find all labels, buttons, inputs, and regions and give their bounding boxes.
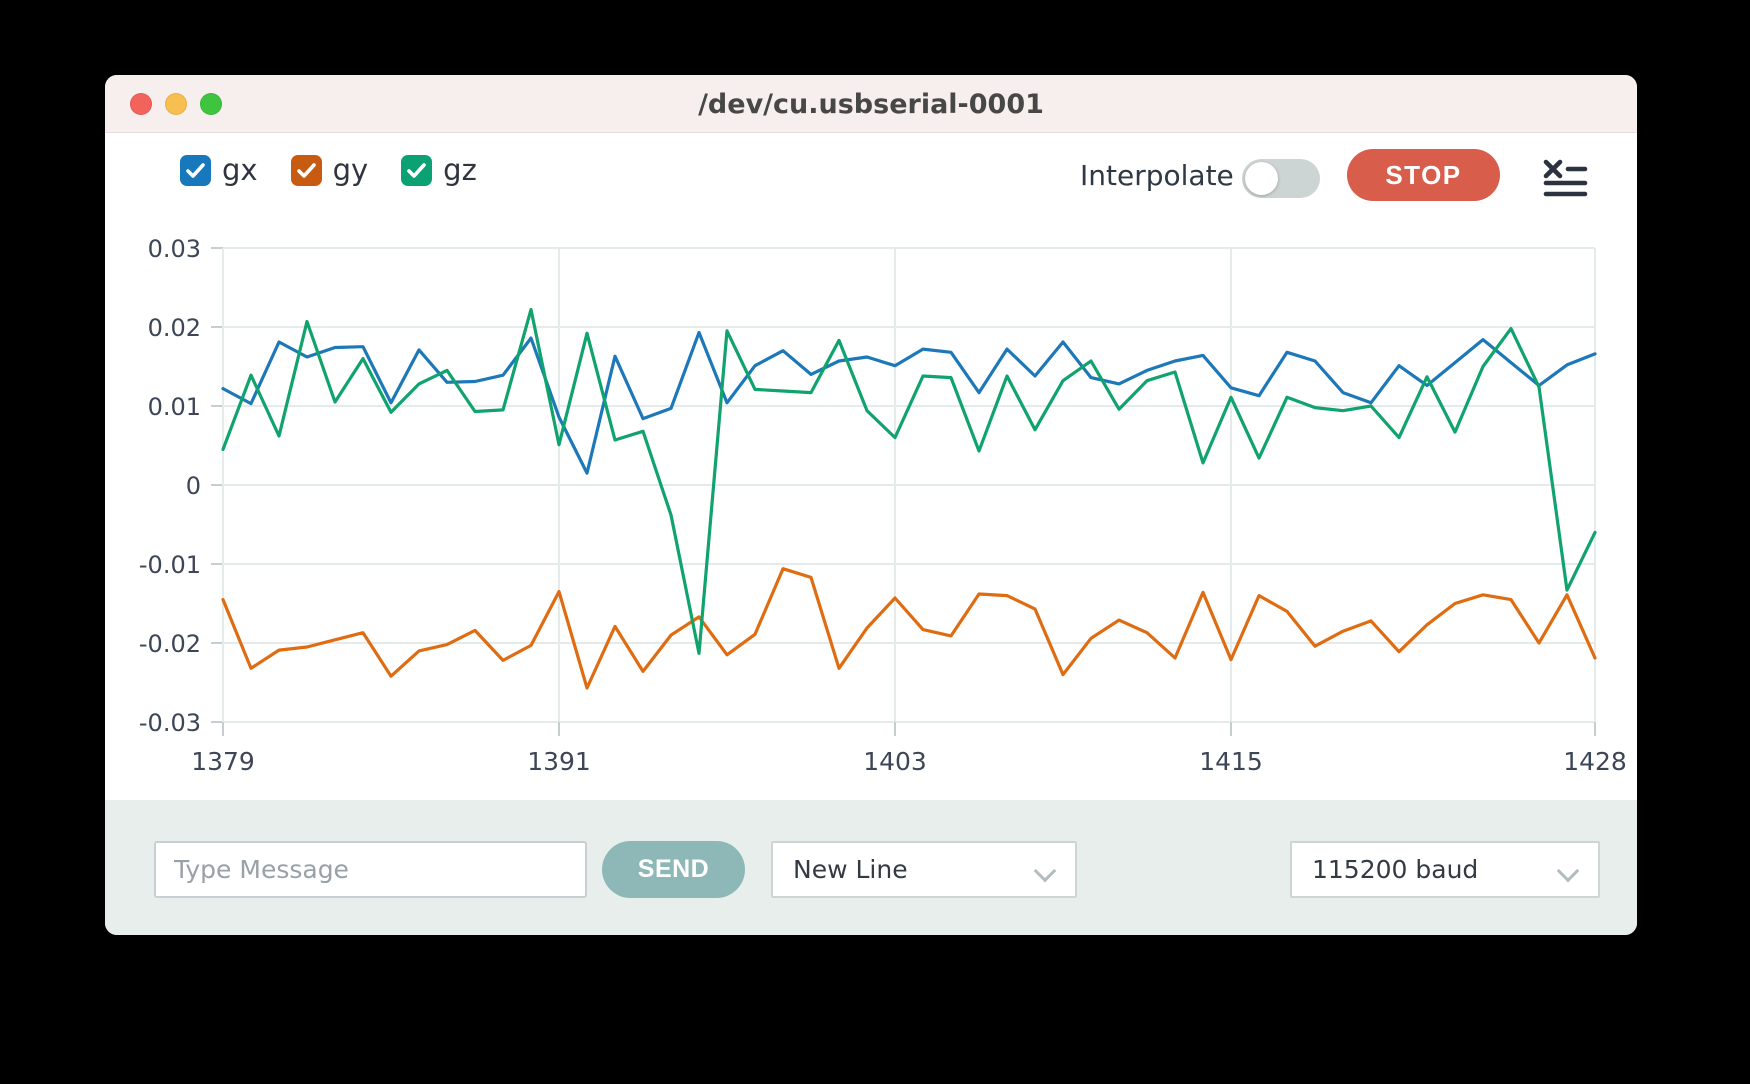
check-icon bbox=[296, 162, 316, 178]
check-icon bbox=[186, 162, 205, 178]
check-icon bbox=[407, 162, 426, 178]
legend-item-gz[interactable]: gz bbox=[401, 153, 477, 187]
svg-text:0.01: 0.01 bbox=[148, 393, 201, 421]
legend-label-gx: gx bbox=[222, 153, 258, 187]
message-input[interactable] bbox=[154, 841, 587, 898]
clear-console-icon-strokes bbox=[1543, 159, 1588, 197]
close-window-button[interactable] bbox=[130, 93, 152, 115]
footer-bar: SEND New Line 115200 baud bbox=[105, 800, 1637, 935]
chevron-down-icon bbox=[1556, 859, 1580, 883]
send-button[interactable]: SEND bbox=[602, 841, 745, 898]
interpolate-toggle[interactable] bbox=[1242, 159, 1320, 198]
legend-label-gz: gz bbox=[443, 153, 477, 187]
chevron-down-icon bbox=[1033, 859, 1057, 883]
baud-rate-value: 115200 baud bbox=[1312, 855, 1479, 884]
svg-text:1415: 1415 bbox=[1199, 747, 1263, 776]
line-ending-select[interactable]: New Line bbox=[771, 841, 1077, 898]
gy-checkbox[interactable] bbox=[290, 154, 322, 186]
svg-text:-0.02: -0.02 bbox=[139, 630, 201, 658]
baud-rate-select[interactable]: 115200 baud bbox=[1290, 841, 1600, 898]
svg-text:0.02: 0.02 bbox=[148, 314, 201, 342]
svg-text:1428: 1428 bbox=[1563, 747, 1627, 776]
line-ending-value: New Line bbox=[793, 855, 908, 884]
app-window: /dev/cu.usbserial-0001 gx gy bbox=[105, 75, 1637, 935]
zoom-window-button[interactable] bbox=[200, 93, 222, 115]
serial-plot[interactable]: 0.03 0.02 0.01 0 -0.01 -0.02 -0.03 1379 1391 1403… bbox=[105, 205, 1637, 785]
svg-text:0.03: 0.03 bbox=[148, 235, 201, 263]
gx-checkbox[interactable] bbox=[180, 154, 211, 186]
legend-label-gy: gy bbox=[332, 153, 369, 187]
interpolate-label: Interpolate bbox=[1080, 159, 1234, 192]
stop-button[interactable]: STOP bbox=[1347, 149, 1500, 201]
svg-text:0: 0 bbox=[186, 472, 201, 500]
window-title: /dev/cu.usbserial-0001 bbox=[698, 89, 1044, 120]
svg-text:1379: 1379 bbox=[191, 747, 255, 776]
series-legend: gx gy gz bbox=[180, 153, 477, 187]
svg-text:-0.03: -0.03 bbox=[139, 709, 201, 737]
minimize-window-button[interactable] bbox=[165, 93, 187, 115]
svg-text:-0.01: -0.01 bbox=[139, 551, 201, 579]
clear-console-icon[interactable] bbox=[1542, 158, 1588, 198]
legend-item-gy[interactable]: gy bbox=[290, 153, 369, 187]
svg-text:1391: 1391 bbox=[527, 747, 591, 776]
svg-text:1403: 1403 bbox=[863, 747, 927, 776]
legend-item-gx[interactable]: gx bbox=[180, 153, 258, 187]
titlebar: /dev/cu.usbserial-0001 bbox=[105, 75, 1637, 133]
gz-checkbox[interactable] bbox=[401, 154, 433, 186]
toggle-knob bbox=[1245, 162, 1278, 195]
